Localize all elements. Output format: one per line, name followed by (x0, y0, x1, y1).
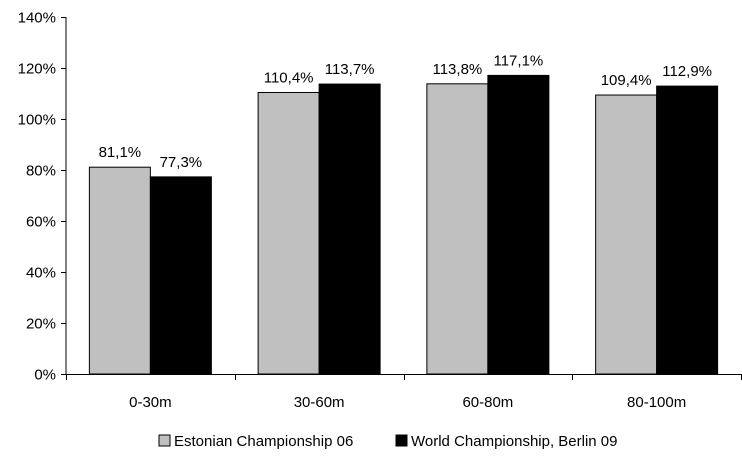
bar (149, 176, 212, 375)
bar (426, 83, 489, 375)
data-label: 113,7% (325, 61, 375, 78)
legend-label: World Championship, Berlin 09 (411, 433, 618, 450)
bar (595, 94, 658, 375)
data-label: 110,4% (264, 69, 314, 86)
legend-swatch (395, 434, 408, 447)
data-label: 117,1% (493, 52, 543, 69)
data-labels: 81,1% 77,3% 110,4% 113,7% 113,8% 117,1% 109,4%… (99, 52, 712, 170)
data-label: 81,1% (99, 144, 142, 161)
x-axis: 0-30m 30-60m 60-80m 80-100m (66, 374, 742, 411)
y-tick-label: 80% (26, 163, 56, 180)
data-label: 113,8% (432, 61, 482, 78)
bar (318, 83, 381, 375)
y-tick-label: 100% (18, 112, 56, 129)
bar (257, 91, 320, 375)
x-tick-label: 30-60m (294, 394, 345, 411)
x-tick-label: 60-80m (462, 394, 513, 411)
data-label: 112,9% (662, 63, 712, 80)
legend-swatch (158, 434, 171, 447)
y-tick-label: 60% (26, 214, 56, 231)
x-tick-label: 0-30m (129, 394, 172, 411)
data-label: 77,3% (160, 154, 203, 171)
legend: Estonian Championship 06 World Championsh… (158, 433, 618, 450)
y-axis: 0% 20% 40% 60% 80% 100% 120% 140% (18, 10, 67, 384)
data-label: 109,4% (601, 72, 652, 89)
bar (656, 85, 719, 375)
bar (487, 74, 550, 375)
y-tick-label: 140% (18, 10, 56, 27)
y-tick-label: 0% (34, 367, 56, 384)
bar (88, 166, 151, 375)
y-tick-label: 40% (26, 265, 56, 282)
y-tick-label: 20% (26, 316, 56, 333)
bars (88, 74, 719, 375)
y-tick-label: 120% (18, 61, 56, 78)
x-tick-label: 80-100m (627, 394, 686, 411)
legend-label: Estonian Championship 06 (174, 433, 353, 450)
